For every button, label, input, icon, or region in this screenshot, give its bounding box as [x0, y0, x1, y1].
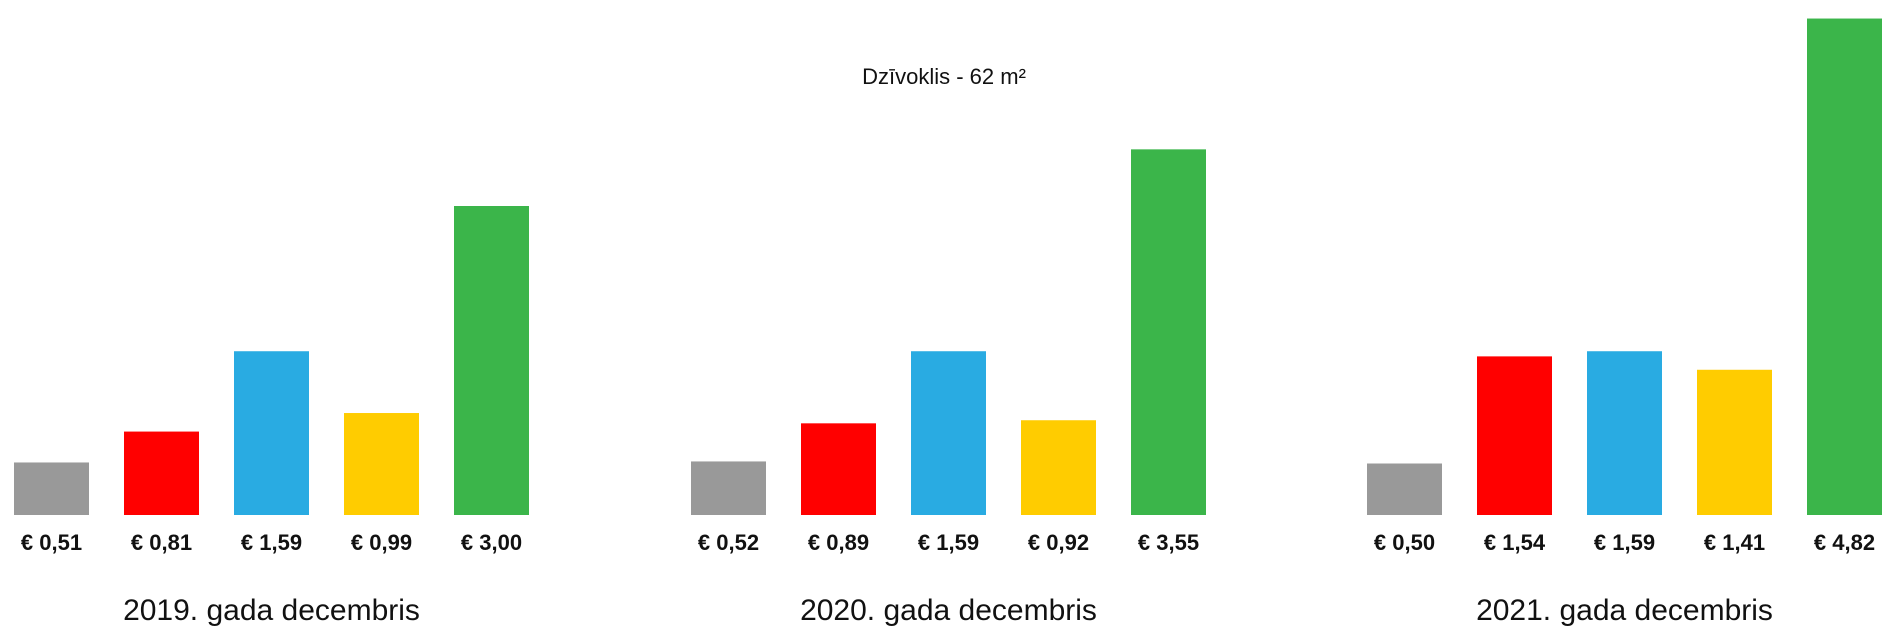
bar [234, 351, 309, 515]
value-label: € 0,51 [21, 530, 82, 555]
value-label: € 0,50 [1374, 530, 1435, 555]
value-label: € 1,59 [241, 530, 302, 555]
bar [1367, 463, 1442, 515]
value-label: € 3,55 [1138, 530, 1199, 555]
value-label: € 1,59 [918, 530, 979, 555]
value-label: € 4,82 [1814, 530, 1875, 555]
bar [1477, 356, 1552, 515]
bar [1131, 149, 1206, 515]
value-label: € 0,52 [698, 530, 759, 555]
bar [124, 431, 199, 515]
bar [1697, 369, 1772, 515]
value-label: € 0,92 [1028, 530, 1089, 555]
caption: 2020. gada decembris [800, 594, 1097, 627]
caption: 2019. gada decembris [123, 594, 420, 627]
bar [1807, 18, 1882, 515]
caption: 2021. gada decembris [1476, 594, 1773, 627]
chart-title: Dzīvoklis - 62 m² [862, 64, 1026, 89]
value-label: € 1,59 [1594, 530, 1655, 555]
value-label: € 3,00 [461, 530, 522, 555]
bar [691, 461, 766, 515]
bar [801, 423, 876, 515]
bar [14, 462, 89, 515]
bar [344, 413, 419, 515]
bar [1587, 351, 1662, 515]
value-label: € 1,54 [1484, 530, 1546, 555]
value-label: € 1,41 [1704, 530, 1765, 555]
bar [1021, 420, 1096, 515]
bar [454, 206, 529, 515]
value-label: € 0,89 [808, 530, 869, 555]
value-label: € 0,99 [351, 530, 412, 555]
value-label: € 0,81 [131, 530, 192, 555]
bar [911, 351, 986, 515]
